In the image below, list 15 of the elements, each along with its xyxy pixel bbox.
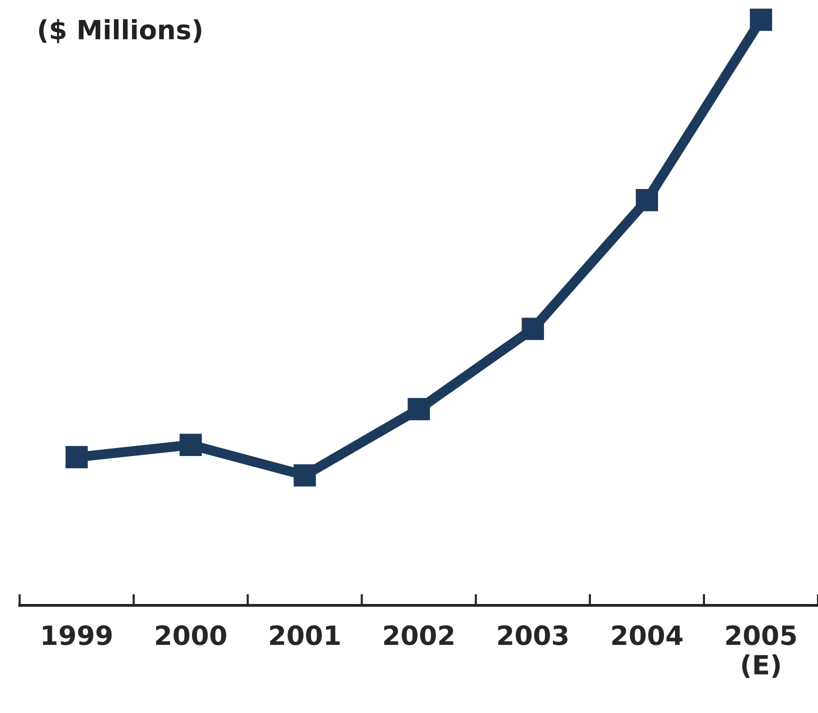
x-tick-label: 2005 (E): [726, 625, 796, 678]
x-tick-label: 2003: [498, 625, 568, 646]
x-tick-label: 2000: [156, 625, 226, 646]
x-tick-label: 2004: [612, 625, 682, 646]
point: [180, 434, 202, 456]
x-tick-label: 2002: [384, 625, 454, 646]
point: [750, 8, 772, 31]
point: [522, 318, 544, 340]
point: [408, 398, 430, 420]
point: [294, 464, 316, 486]
point: [66, 446, 88, 468]
chart-title: ($ Millions): [39, 19, 202, 44]
x-tick-label: 2001: [270, 625, 340, 646]
point: [636, 188, 658, 212]
x-tick-label: 1999: [42, 625, 112, 646]
